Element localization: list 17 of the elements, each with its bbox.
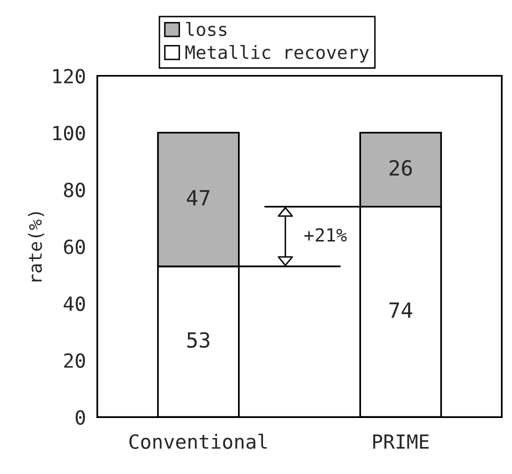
y-tick-label: 20 — [64, 353, 85, 368]
legend-label: loss — [186, 22, 226, 36]
y-tick-label: 0 — [76, 410, 85, 425]
y-tick-label: 100 — [53, 126, 85, 140]
x-tick-label: PRIME — [373, 434, 429, 449]
data-label: 47 — [186, 190, 210, 206]
y-tick-label: 120 — [53, 68, 85, 84]
legend-label: Metallic recovery — [185, 45, 369, 63]
y-tick-label: 60 — [64, 239, 85, 254]
y-tick-label: 80 — [64, 182, 85, 198]
y-axis-title: rate(%) — [28, 212, 44, 282]
y-tick-label: 40 — [64, 296, 85, 312]
data-label: 26 — [390, 160, 412, 176]
annotation: +21% — [304, 228, 347, 242]
x-tick-label: Conventional — [129, 434, 267, 449]
data-label: 74 — [390, 302, 412, 318]
data-label: 53 — [187, 332, 210, 348]
